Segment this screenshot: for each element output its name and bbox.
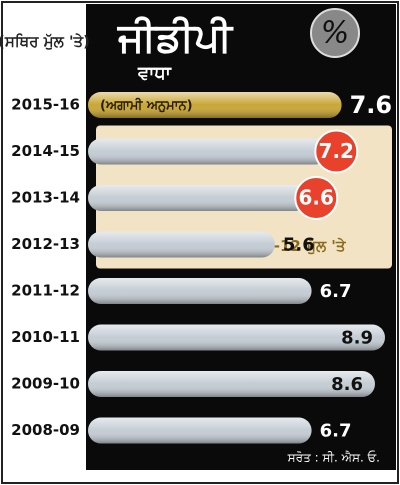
bar-shade: [88, 185, 309, 211]
value-label: 6.7: [320, 421, 352, 442]
chart-subtitle: ਵਾਧਾ: [137, 63, 172, 84]
y-tick-label: 2014-15: [11, 142, 80, 160]
bar-note: (ਅਗਾਮੀ ਅਨੁਮਾਨ): [100, 98, 193, 114]
value-label: 6.6: [299, 186, 334, 210]
value-label: 8.9: [341, 328, 373, 349]
title-badge: %: [321, 16, 350, 51]
bar-shade: [88, 278, 312, 304]
unit-note: (ਸਥਿਰ ਮੁੱਲ 'ਤੇ): [0, 33, 90, 51]
y-tick-label: 2012-13: [11, 235, 80, 253]
y-tick-label: 2011-12: [11, 282, 80, 300]
value-highlight: [294, 176, 339, 220]
y-tick-label: 2008-09: [11, 421, 80, 439]
bar-shade: [88, 138, 329, 165]
value-label: 5.6: [283, 235, 315, 256]
y-tick-label: 2015-16: [11, 96, 80, 114]
y-tick-label: 2010-11: [11, 328, 80, 346]
value-label: 7.6: [350, 91, 393, 119]
chart-title: ਜੀਡੀਪੀ: [116, 15, 234, 61]
value-label: 7.2: [319, 139, 354, 163]
title-badge-circle: [310, 8, 360, 58]
bar-shade: [88, 417, 312, 444]
value-label: 6.7: [320, 281, 352, 302]
value-highlight: [314, 129, 359, 174]
value-label: 8.6: [331, 374, 363, 395]
y-tick-label: 2009-10: [11, 375, 80, 393]
bar-shade: [88, 92, 342, 118]
bar-shade: [88, 371, 375, 397]
y-tick-label: 2013-14: [11, 189, 80, 207]
bar-shade: [88, 324, 385, 351]
source: ਸਰੋਤ : ਸੀ. ਐਸ. ਓ.: [287, 451, 380, 465]
bar-shade: [88, 231, 275, 258]
